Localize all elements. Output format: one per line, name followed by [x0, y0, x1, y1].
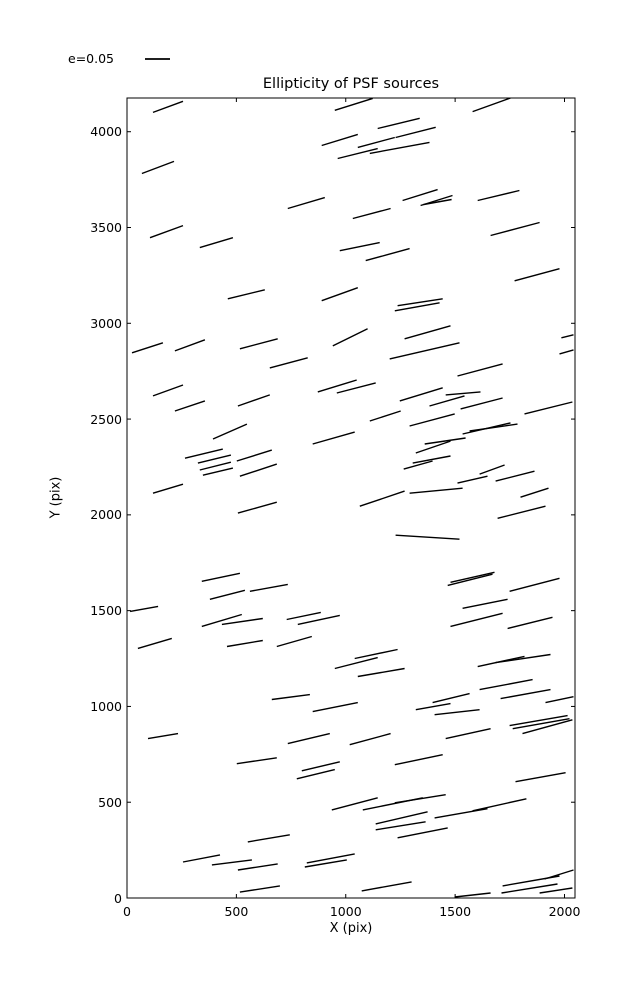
legend-label: e=0.05	[68, 51, 114, 66]
whisker-segments	[129, 98, 574, 898]
y-tick-label: 4000	[90, 124, 122, 140]
y-tick-label: 500	[98, 794, 122, 810]
y-tick-label: 1500	[90, 603, 122, 619]
y-tick-label: 2000	[90, 507, 122, 523]
y-tick-label: 2500	[90, 411, 122, 427]
x-tick-label: 500	[224, 904, 249, 919]
x-axis-label: X (pix)	[329, 921, 373, 936]
y-tick-label: 1000	[90, 698, 122, 714]
y-tick-label: 3000	[90, 315, 122, 331]
tick-marks	[126, 98, 575, 899]
x-tick-label: 1500	[439, 904, 472, 919]
x-tick-label: 1000	[329, 904, 362, 919]
y-tick-label: 0	[114, 890, 122, 906]
axes-border	[126, 97, 576, 899]
chart-title: Ellipticity of PSF sources	[262, 76, 440, 92]
y-axis-label: Y (pix)	[48, 476, 64, 519]
x-tick-label: 0	[123, 904, 131, 919]
y-tick-label: 3500	[90, 220, 122, 235]
x-tick-label: 2000	[548, 904, 581, 919]
